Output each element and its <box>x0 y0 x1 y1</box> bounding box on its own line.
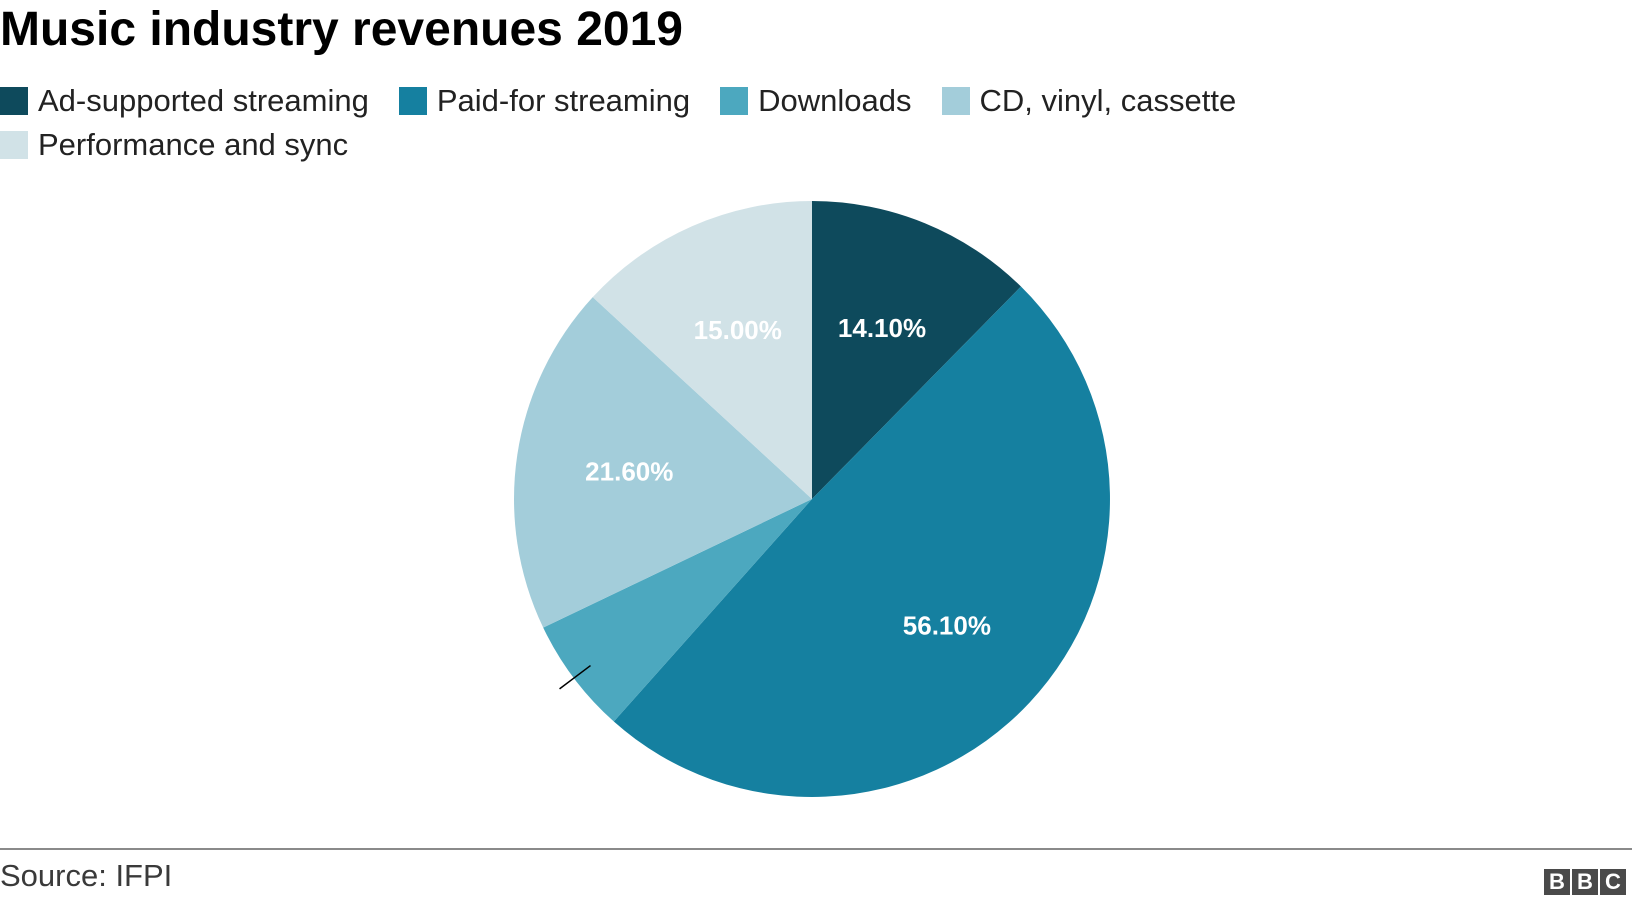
pie-chart: 14.10% 56.10% 21.60% 15.00% <box>514 201 1110 797</box>
legend-swatch-paid-for-streaming <box>398 87 427 115</box>
footer-divider <box>0 848 1632 850</box>
source-note: Source: IFPI <box>0 858 173 893</box>
legend-swatch-ad-supported-streaming <box>0 87 28 115</box>
pie-slice-cd-vinyl-cassette <box>514 297 812 628</box>
legend-item-downloads: Downloads <box>720 83 912 118</box>
pie-label-paid-for-streaming: 56.10% <box>903 610 991 640</box>
pie-slice-downloads <box>543 499 812 722</box>
bbc-logo: B B C <box>1542 869 1626 895</box>
pie-label-cd-vinyl-cassette: 21.60% <box>585 457 673 487</box>
legend-swatch-downloads <box>720 87 749 115</box>
legend-item-ad-supported-streaming: Ad-supported streaming <box>0 83 369 118</box>
pie-slice-ad-supported-streaming <box>812 201 1021 499</box>
legend-item-cd-vinyl-cassette: CD, vinyl, cassette <box>941 83 1237 118</box>
pie-slices <box>514 201 1110 797</box>
bbc-logo-letter: B <box>1544 869 1570 895</box>
legend-swatch-performance-and-sync <box>0 131 28 159</box>
pie-leader-line-downloads <box>559 664 591 690</box>
chart-title: Music industry revenues 2019 <box>0 3 683 56</box>
legend-swatch-cd-vinyl-cassette <box>941 87 970 115</box>
pie-label-ad-supported-streaming: 14.10% <box>838 313 926 343</box>
pie-slice-paid-for-streaming <box>613 286 1110 797</box>
pie-label-performance-and-sync: 15.00% <box>694 315 782 345</box>
bbc-logo-letter: C <box>1600 869 1626 895</box>
legend-label-downloads: Downloads <box>758 83 912 118</box>
legend-label-paid-for-streaming: Paid-for streaming <box>436 83 691 118</box>
pie-slice-performance-and-sync <box>592 201 812 499</box>
legend-label-ad-supported-streaming: Ad-supported streaming <box>38 83 369 118</box>
pie-slice-labels: 14.10% 56.10% 21.60% 15.00% <box>585 313 991 640</box>
legend-label-performance-and-sync: Performance and sync <box>38 127 349 162</box>
legend-label-cd-vinyl-cassette: CD, vinyl, cassette <box>979 83 1237 118</box>
legend-item-performance-and-sync: Performance and sync <box>0 127 349 162</box>
legend-item-paid-for-streaming: Paid-for streaming <box>398 83 691 118</box>
bbc-logo-letter: B <box>1572 869 1598 895</box>
legend: Ad-supported streaming Paid-for streamin… <box>0 83 1300 162</box>
pie-leader-lines <box>559 664 591 690</box>
